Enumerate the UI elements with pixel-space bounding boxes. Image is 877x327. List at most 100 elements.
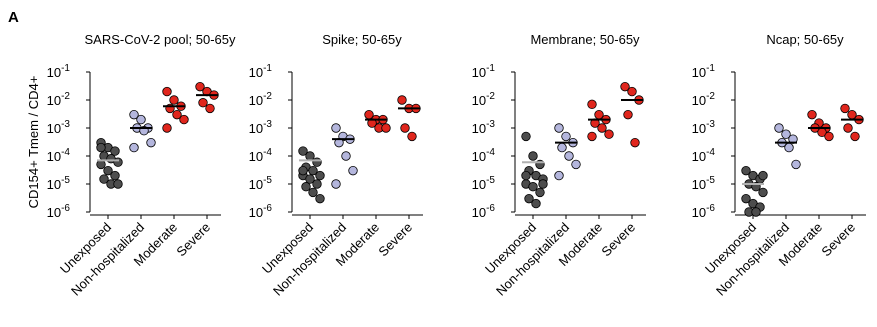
y-tick-label: 10-5: [47, 175, 71, 192]
y-tick-base: 10: [47, 65, 61, 80]
y-tick-base: 10: [692, 177, 706, 192]
y-tick-base: 10: [47, 177, 61, 192]
y-tick-label: 10-4: [249, 147, 273, 164]
data-point: [620, 81, 630, 92]
data-point: [96, 142, 106, 153]
x-tick-label: Severe: [598, 220, 638, 260]
data-point: [381, 123, 391, 133]
y-axis-label: CD154+ Tmem / CD4+: [26, 76, 41, 209]
data-point: [162, 123, 172, 133]
data-point: [301, 182, 311, 192]
y-tick-label: 10-4: [472, 147, 496, 164]
y-tick-exponent: -6: [61, 203, 70, 214]
y-tick-base: 10: [249, 177, 263, 192]
data-point: [561, 131, 571, 142]
y-tick-exponent: -2: [706, 91, 715, 102]
y-tick-label: 10-2: [47, 91, 71, 108]
data-point: [528, 151, 538, 161]
x-tick-label: Severe: [173, 220, 213, 260]
data-point: [96, 159, 106, 170]
y-tick-label: 10-5: [472, 175, 496, 192]
y-tick-exponent: -6: [486, 203, 495, 214]
data-point: [113, 157, 123, 167]
y-tick-exponent: -6: [263, 203, 272, 214]
data-point: [305, 174, 315, 184]
data-point: [587, 131, 597, 142]
data-point: [348, 165, 358, 176]
y-tick-base: 10: [692, 65, 706, 80]
y-tick-label: 10-5: [692, 175, 716, 192]
data-point: [129, 109, 139, 120]
y-tick-label: 10-2: [692, 91, 716, 108]
y-tick-base: 10: [249, 93, 263, 108]
data-point: [791, 159, 801, 170]
y-tick-label: 10-4: [47, 147, 71, 164]
data-point: [528, 182, 538, 192]
data-point: [305, 151, 315, 161]
y-tick-base: 10: [47, 149, 61, 164]
y-tick-base: 10: [472, 149, 486, 164]
data-point: [198, 98, 208, 108]
data-point: [751, 207, 761, 217]
data-point: [807, 109, 817, 120]
x-tick-label: Severe: [818, 220, 858, 260]
data-point: [308, 187, 318, 198]
y-tick-label: 10-6: [692, 203, 716, 220]
data-point: [298, 146, 308, 156]
y-tick-exponent: -2: [486, 91, 495, 102]
y-tick-label: 10-3: [249, 119, 273, 136]
data-point: [840, 103, 850, 114]
data-point: [113, 179, 123, 189]
y-tick-base: 10: [692, 149, 706, 164]
data-point: [521, 170, 531, 181]
y-tick-base: 10: [47, 93, 61, 108]
chart-title: SARS-CoV-2 pool; 50-65y: [84, 32, 236, 47]
y-tick-exponent: -1: [263, 63, 272, 74]
data-point: [169, 95, 179, 105]
y-tick-label: 10-1: [249, 63, 273, 80]
data-point: [298, 165, 308, 176]
y-tick-label: 10-4: [692, 147, 716, 164]
data-point: [103, 165, 113, 176]
y-tick-exponent: -3: [61, 119, 70, 130]
y-tick-exponent: -5: [61, 175, 70, 186]
data-point: [758, 170, 768, 181]
data-point: [129, 142, 139, 153]
y-tick-label: 10-2: [249, 91, 273, 108]
data-point: [407, 131, 417, 142]
data-point: [331, 179, 341, 189]
y-tick-base: 10: [249, 65, 263, 80]
data-point: [110, 146, 120, 156]
y-tick-base: 10: [249, 205, 263, 220]
data-point: [741, 165, 751, 176]
chart-title: Ncap; 50-65y: [766, 32, 844, 47]
y-tick-base: 10: [472, 205, 486, 220]
data-point: [604, 129, 614, 139]
y-tick-base: 10: [249, 121, 263, 136]
y-tick-label: 10-1: [47, 63, 71, 80]
data-point: [781, 129, 791, 139]
data-point: [331, 123, 341, 133]
data-point: [535, 187, 545, 198]
data-point: [564, 151, 574, 161]
y-tick-base: 10: [472, 65, 486, 80]
y-tick-exponent: -5: [706, 175, 715, 186]
y-tick-label: 10-3: [692, 119, 716, 136]
y-tick-base: 10: [692, 93, 706, 108]
y-tick-exponent: -1: [706, 63, 715, 74]
y-tick-base: 10: [472, 121, 486, 136]
y-tick-exponent: -4: [706, 147, 715, 158]
chart-title: Spike; 50-65y: [322, 32, 402, 47]
y-tick-exponent: -5: [486, 175, 495, 186]
data-point: [571, 159, 581, 170]
data-point: [179, 114, 189, 125]
data-point: [312, 179, 322, 189]
x-tick-label: Severe: [375, 220, 415, 260]
y-tick-exponent: -4: [61, 147, 70, 158]
data-point: [99, 174, 109, 184]
y-tick-exponent: -2: [263, 91, 272, 102]
chart-title: Membrane; 50-65y: [530, 32, 640, 47]
data-point: [146, 137, 156, 148]
y-tick-exponent: -4: [263, 147, 272, 158]
y-tick-label: 10-1: [692, 63, 716, 80]
